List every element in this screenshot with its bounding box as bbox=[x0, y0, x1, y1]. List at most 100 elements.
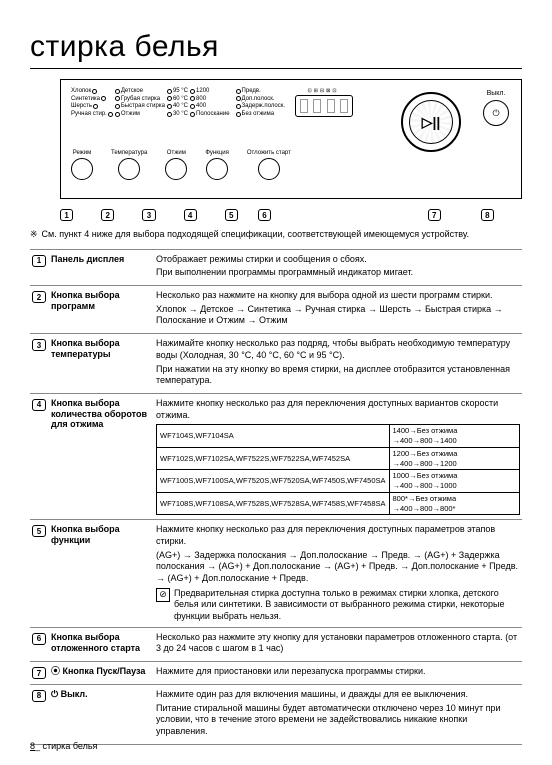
body-text: Несколько раз нажмите эту кнопку для уст… bbox=[156, 632, 520, 655]
spin-label: 400 bbox=[196, 103, 206, 110]
table-cell: WF7100S,WF7100SA,WF7520S,WF7520SA,WF7450… bbox=[157, 470, 390, 493]
page-footer: 8_ стирка белья bbox=[30, 741, 97, 751]
body-text: Питание стиральной машины будет автомати… bbox=[156, 703, 520, 738]
callout-4: 4 bbox=[184, 209, 197, 221]
row-label: Кнопка выбора функции bbox=[51, 524, 150, 546]
table-cell: 1200→Без отжима →400→800→1200 bbox=[389, 447, 519, 470]
delay-knob bbox=[258, 158, 280, 180]
table-cell: 1000→Без отжима →400→800→1000 bbox=[389, 470, 519, 493]
callout-2: 2 bbox=[101, 209, 114, 221]
note-text: См. пункт 4 ниже для выбора подходящей с… bbox=[42, 229, 469, 241]
body-text: (AG+) → Задержка полоскания → Доп.полоск… bbox=[156, 550, 520, 585]
footer-text: стирка белья bbox=[43, 741, 98, 751]
prog-label: Хлопок bbox=[71, 88, 91, 95]
body-text: Несколько раз нажмите на кнопку для выбо… bbox=[156, 290, 520, 302]
body-text: Нажмите кнопку несколько раз для переклю… bbox=[156, 524, 520, 547]
body-text: Отображает режимы стирки и сообщения о с… bbox=[156, 254, 520, 266]
row-label: Кнопка выбора программ bbox=[51, 290, 150, 312]
prog-label: Детское bbox=[121, 88, 143, 95]
prog-label: Синтетика bbox=[71, 96, 100, 103]
function-knob bbox=[206, 158, 228, 180]
prog-label: Грубая стирка bbox=[121, 96, 160, 103]
func-label: Предв. bbox=[242, 88, 261, 95]
table-cell: 1400→Без отжима →400→800→1400 bbox=[389, 425, 519, 448]
row-body: Нажмите для приостановки или перезапуска… bbox=[156, 666, 520, 680]
row-body: Нажмите кнопку несколько раз для переклю… bbox=[156, 398, 520, 515]
note-line: ※ См. пункт 4 ниже для выбора подходящей… bbox=[30, 229, 522, 241]
spin-knob bbox=[165, 158, 187, 180]
callout-numbers: 1 2 3 4 5 6 7 8 bbox=[60, 209, 522, 221]
row-number: 7 bbox=[32, 667, 46, 679]
temp-label: 30 °C bbox=[173, 111, 188, 118]
temp-label: 60 °C bbox=[173, 96, 188, 103]
row-body: Несколько раз нажмите на кнопку для выбо… bbox=[156, 290, 520, 329]
desc-row: 3Кнопка выбора температурыНажимайте кноп… bbox=[30, 334, 522, 394]
prog-label: Шерсть bbox=[71, 103, 92, 110]
desc-row: 4 Кнопка выбора количества оборотов для о… bbox=[30, 394, 522, 520]
row-body: Отображает режимы стирки и сообщения о с… bbox=[156, 254, 520, 281]
func-label: Без отжима bbox=[242, 111, 275, 118]
warning-icon: ⊘ bbox=[156, 588, 170, 602]
page-number: 8 bbox=[30, 741, 35, 751]
spin-label: 800 bbox=[196, 96, 206, 103]
temp-label: 40 °C bbox=[173, 103, 188, 110]
knob-row: Режим Температура Отжим Функция Отложить… bbox=[71, 150, 291, 180]
body-text: Нажмите для приостановки или перезапуска… bbox=[156, 666, 520, 678]
func-label: Доп.полоск. bbox=[242, 96, 275, 103]
row-number: 1 bbox=[32, 255, 46, 267]
play-pause-icon: ▷|| bbox=[422, 114, 441, 131]
table-cell: WF7104S,WF7104SA bbox=[157, 425, 390, 448]
prog-label: Быстрая стирка bbox=[121, 103, 165, 110]
callout-7: 7 bbox=[428, 209, 441, 221]
warning-box: ⊘ Предварительная стирка доступна только … bbox=[156, 588, 520, 623]
desc-row: 6 Кнопка выбора отложенного старта Несколь… bbox=[30, 628, 522, 662]
row-number: 2 bbox=[32, 291, 46, 303]
lcd-display bbox=[295, 95, 353, 117]
body-text: Хлопок → Детское → Синтетика → Ручная ст… bbox=[156, 304, 520, 327]
desc-row: 1 Панель дисплея Отображает режимы стирки … bbox=[30, 250, 522, 286]
warning-text: Предварительная стирка доступна только в… bbox=[174, 588, 520, 623]
asterisk-icon: ※ bbox=[30, 229, 38, 241]
callout-5: 5 bbox=[225, 209, 238, 221]
mode-knob bbox=[71, 158, 93, 180]
body-text: При выполнении программы программный инд… bbox=[156, 267, 520, 279]
table-cell: WF7108S,WF7108SA,WF7528S,WF7528SA,WF7458… bbox=[157, 492, 390, 515]
prog-label: Ручная стир. bbox=[71, 111, 107, 118]
prog-label: Отжим bbox=[121, 111, 140, 118]
body-text: Нажмите кнопку несколько раз для переклю… bbox=[156, 398, 520, 421]
row-label: Панель дисплея bbox=[51, 254, 124, 265]
row-number: 4 bbox=[32, 399, 46, 411]
table-cell: 800*→Без отжима →400→800→800* bbox=[389, 492, 519, 515]
power-button-icon: ⏻ bbox=[483, 100, 509, 126]
row-number: 6 bbox=[32, 633, 46, 645]
desc-row: 5 Кнопка выбора функции Нажмите кнопку нес… bbox=[30, 520, 522, 628]
row-number: 3 bbox=[32, 339, 46, 351]
start-pause-dial: ▷|| bbox=[401, 92, 461, 152]
page-title: стирка белья bbox=[30, 30, 522, 69]
row-label: Кнопка выбора отложенного старта bbox=[51, 632, 150, 654]
function-column: Предв. Доп.полоск. Задерж.полоск. Без от… bbox=[236, 88, 285, 117]
row-label: ⦿ Кнопка Пуск/Пауза bbox=[51, 666, 145, 677]
knob-label: Отложить старт bbox=[247, 150, 291, 156]
temp-knob bbox=[118, 158, 140, 180]
desc-row: 7 ⦿ Кнопка Пуск/Пауза Нажмите для приостан… bbox=[30, 662, 522, 685]
row-body: Нажмите кнопку несколько раз для переклю… bbox=[156, 524, 520, 623]
knob-label: Режим bbox=[71, 150, 93, 156]
control-panel-diagram: Хлопок Детское 95 °C 1200 Синтетика Груб… bbox=[60, 79, 522, 199]
callout-6: 6 bbox=[258, 209, 271, 221]
callout-3: 3 bbox=[142, 209, 155, 221]
row-label: Кнопка выбора количества оборотов для от… bbox=[51, 398, 150, 430]
power-group: Выкл. ⏻ bbox=[483, 90, 509, 126]
row-body: Нажимайте кнопку несколько раз подряд, ч… bbox=[156, 338, 520, 389]
knob-label: Отжим bbox=[165, 150, 187, 156]
body-text: Нажмите один раз для включения машины, и… bbox=[156, 689, 520, 701]
row-number: 8 bbox=[32, 690, 46, 702]
body-text: При нажатии на эту кнопку во время стирк… bbox=[156, 364, 520, 387]
row-body: Несколько раз нажмите эту кнопку для уст… bbox=[156, 632, 520, 657]
row-number: 5 bbox=[32, 525, 46, 537]
description-table: 1 Панель дисплея Отображает режимы стирки … bbox=[30, 249, 522, 745]
desc-row: 8⏻ Выкл.Нажмите один раз для включения м… bbox=[30, 685, 522, 745]
spin-spec-table: WF7104S,WF7104SA1400→Без отжима →400→800… bbox=[156, 424, 520, 515]
knob-label: Температура bbox=[111, 150, 147, 156]
callout-1: 1 bbox=[60, 209, 73, 221]
